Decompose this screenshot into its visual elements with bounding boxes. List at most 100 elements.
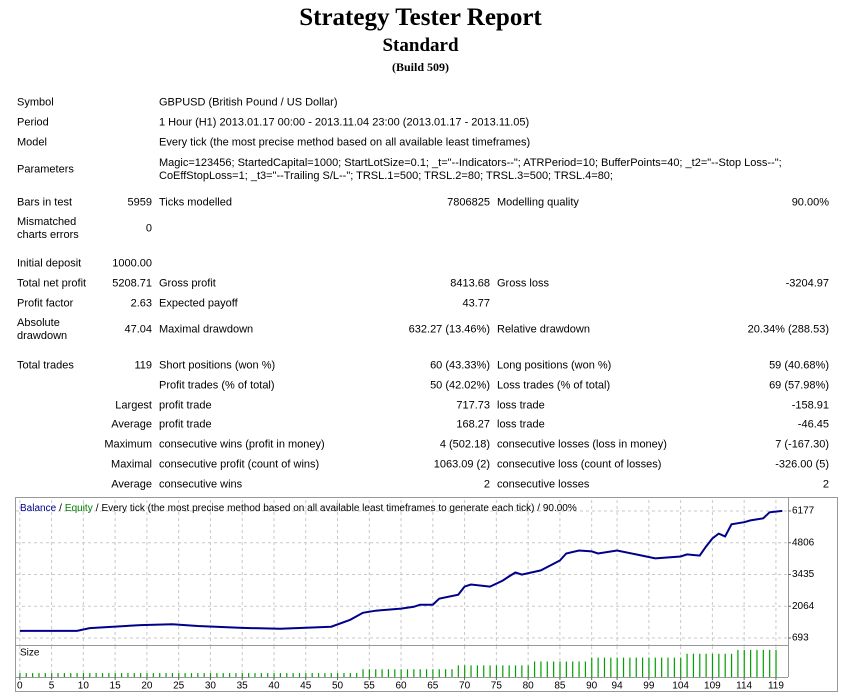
- size-bar: [209, 673, 212, 677]
- x-tick-label: 30: [205, 681, 217, 692]
- size-bar: [127, 673, 129, 677]
- size-bar: [400, 669, 402, 677]
- size-bar: [368, 669, 370, 677]
- stat-value: -3204.97: [785, 277, 829, 290]
- size-bar: [597, 657, 599, 677]
- size-bar: [337, 673, 339, 677]
- stat-label: consecutive losses (loss in money): [497, 438, 667, 451]
- size-bar: [769, 649, 771, 677]
- stat-label: Total trades: [17, 359, 74, 372]
- stat-value: Average: [111, 418, 152, 431]
- size-bar: [305, 673, 307, 677]
- stat-value: 43.77: [462, 297, 490, 310]
- size-bar: [457, 665, 459, 677]
- stat-value: 90.00%: [791, 196, 829, 209]
- stat-value: 2: [822, 478, 829, 491]
- size-bar: [610, 657, 612, 677]
- x-tick-label: 45: [300, 681, 312, 692]
- size-bar: [235, 673, 237, 677]
- size-bar: [616, 657, 618, 677]
- size-bar: [495, 665, 498, 677]
- x-tick-label: 90: [586, 681, 598, 692]
- stat-label: Mismatched charts errors: [17, 216, 79, 241]
- x-tick-label: 109: [704, 681, 721, 692]
- size-bar: [762, 649, 764, 677]
- legend-entry: Balance: [20, 503, 57, 514]
- stat-value: 0: [145, 222, 152, 235]
- stat-label: Profit trades (% of total): [159, 379, 275, 392]
- stat-value: 168.27: [456, 418, 490, 431]
- size-bar: [349, 673, 351, 677]
- stat-label: Gross loss: [497, 277, 549, 290]
- size-bar: [343, 673, 345, 677]
- y-tick-label: 2064: [792, 601, 815, 612]
- size-bar: [222, 673, 224, 677]
- stat-value: 4 (502.18): [439, 438, 490, 451]
- x-tick-label: 0: [17, 681, 23, 692]
- size-bar: [120, 673, 123, 677]
- size-bar: [451, 669, 453, 677]
- size-bar: [470, 665, 472, 677]
- summary-value: 1 Hour (H1) 2013.01.17 00:00 - 2013.11.0…: [159, 116, 530, 129]
- size-bar: [553, 661, 555, 677]
- stat-label: Bars in test: [17, 196, 73, 209]
- balance-line: [19, 509, 783, 632]
- size-bar: [108, 673, 110, 677]
- size-bar: [228, 673, 231, 677]
- size-bar: [565, 661, 567, 677]
- size-bar: [89, 673, 91, 677]
- size-bar: [165, 673, 167, 677]
- stat-value: 2: [483, 478, 490, 491]
- size-bar: [70, 673, 72, 677]
- stat-label: Absolute drawdown: [17, 317, 68, 342]
- size-bar: [514, 665, 517, 677]
- size-bar: [648, 657, 650, 677]
- chart-frame: [15, 497, 838, 692]
- size-bar: [32, 673, 34, 677]
- size-bar: [197, 673, 199, 677]
- stat-label: Modelling quality: [497, 196, 579, 209]
- stat-label: Profit factor: [17, 297, 74, 310]
- stat-value: -326.00 (5): [775, 458, 829, 471]
- stat-label: profit trade: [159, 418, 212, 431]
- size-bar: [533, 661, 536, 677]
- chart-legend: Balance / Equity / Every tick (the most prec…: [20, 503, 577, 514]
- stat-label: consecutive wins: [159, 478, 243, 491]
- stat-label: Ticks modelled: [159, 196, 232, 209]
- size-bar: [356, 673, 358, 677]
- stat-value: 5959: [127, 196, 152, 209]
- size-bar: [241, 673, 243, 677]
- x-tick-label: 85: [554, 681, 566, 692]
- x-tick-label: 10: [78, 681, 90, 692]
- summary-label: Model: [17, 136, 47, 149]
- size-bar: [140, 673, 142, 677]
- y-tick-label: 3435: [792, 569, 815, 580]
- stat-value: Average: [111, 478, 152, 491]
- size-bar: [44, 673, 46, 677]
- size-bar: [216, 673, 218, 677]
- stat-label: loss trade: [497, 418, 545, 431]
- x-tick-label: 55: [364, 681, 376, 692]
- x-tick-label: 35: [237, 681, 249, 692]
- size-bar: [591, 657, 593, 677]
- stat-value: 8413.68: [450, 277, 490, 290]
- size-bar: [286, 673, 288, 677]
- size-bar: [152, 673, 154, 677]
- size-bar: [464, 665, 466, 677]
- summary-label: Symbol: [17, 96, 54, 109]
- size-bar: [298, 673, 301, 677]
- chart-caption: Every tick (the most precise method base…: [102, 503, 577, 514]
- size-bar: [394, 669, 396, 677]
- size-bar: [718, 653, 720, 677]
- y-tick-label: 4806: [792, 537, 815, 548]
- y-tick-label: 6177: [792, 506, 815, 517]
- stat-label: Loss trades (% of total): [497, 379, 611, 392]
- stat-value: 1000.00: [112, 257, 152, 270]
- size-bar: [603, 657, 606, 677]
- x-tick-label: 25: [173, 681, 185, 692]
- size-bar: [540, 661, 542, 677]
- stat-value: Maximum: [104, 438, 152, 451]
- size-bar: [267, 673, 269, 677]
- stat-value: 2.63: [130, 297, 152, 310]
- size-bar: [667, 657, 669, 677]
